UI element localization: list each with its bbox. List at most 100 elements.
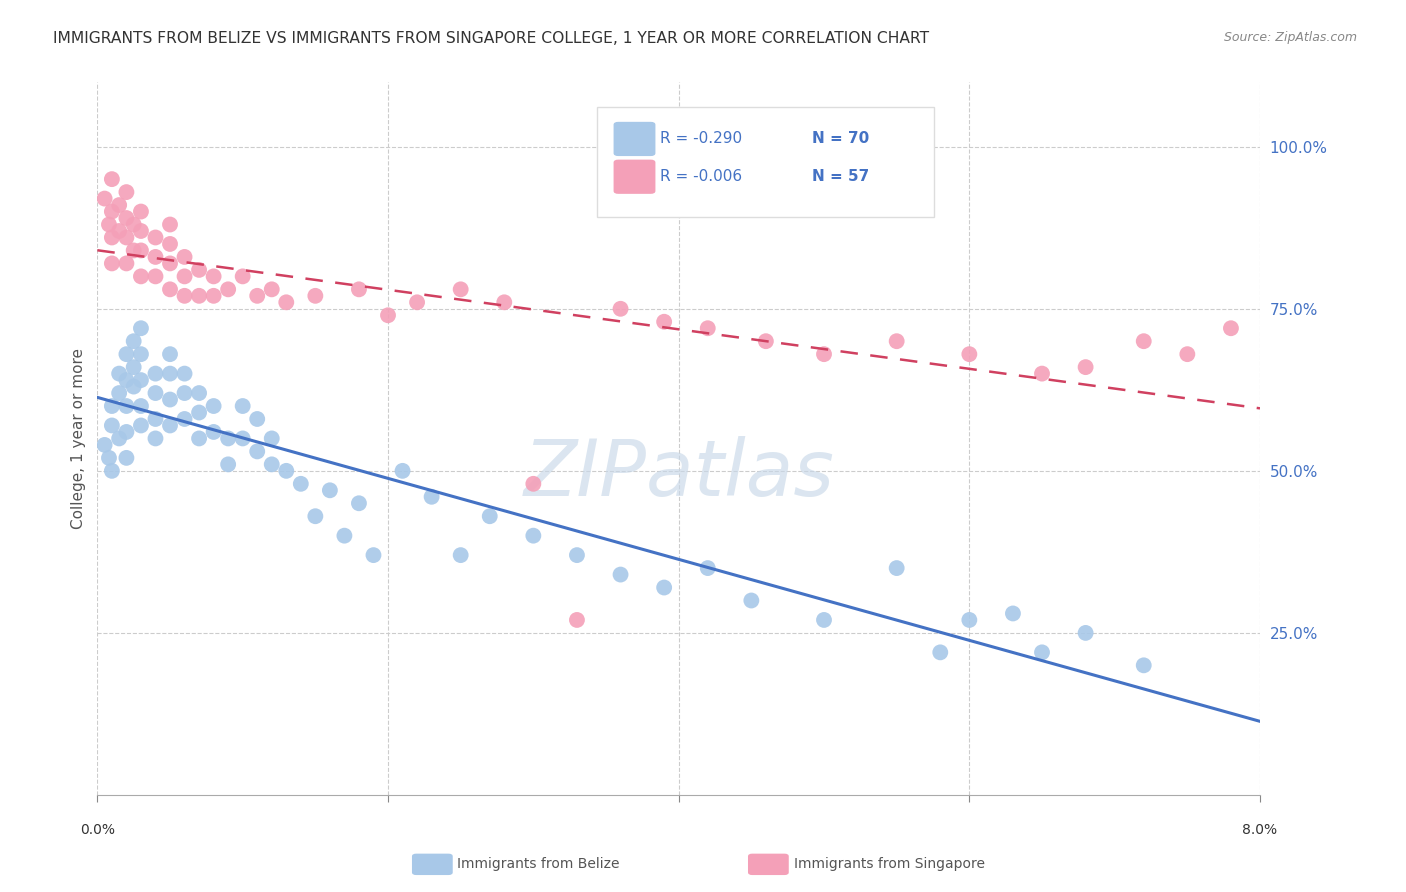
Point xyxy=(159,282,181,296)
Point xyxy=(101,230,124,244)
Point xyxy=(108,224,131,238)
Point xyxy=(115,185,138,199)
Text: N = 57: N = 57 xyxy=(813,169,870,185)
Point xyxy=(173,367,195,381)
Point xyxy=(202,425,225,439)
Point xyxy=(260,282,283,296)
Point xyxy=(159,418,181,433)
FancyBboxPatch shape xyxy=(613,122,655,156)
Text: Immigrants from Singapore: Immigrants from Singapore xyxy=(794,857,986,871)
Point xyxy=(260,458,283,472)
Point xyxy=(108,432,131,446)
Point xyxy=(145,367,167,381)
Point xyxy=(391,464,413,478)
Point xyxy=(115,425,138,439)
Point xyxy=(173,386,195,401)
Point xyxy=(232,399,254,413)
Point xyxy=(115,230,138,244)
Point xyxy=(108,367,131,381)
Point xyxy=(696,321,718,335)
Point xyxy=(115,399,138,413)
Point xyxy=(145,432,167,446)
Text: R = -0.006: R = -0.006 xyxy=(659,169,742,185)
Point xyxy=(159,256,181,270)
Point xyxy=(1074,360,1097,375)
Point xyxy=(652,581,675,595)
Point xyxy=(1132,334,1154,349)
Point xyxy=(1031,367,1053,381)
Point xyxy=(108,386,131,401)
Point xyxy=(173,269,195,284)
Point xyxy=(129,399,152,413)
Text: ZIPatlas: ZIPatlas xyxy=(523,436,834,512)
Point xyxy=(101,399,124,413)
Point xyxy=(1074,626,1097,640)
Text: R = -0.290: R = -0.290 xyxy=(659,131,742,146)
Point xyxy=(173,250,195,264)
Point xyxy=(145,250,167,264)
Point xyxy=(115,373,138,387)
Point xyxy=(98,450,121,465)
Point xyxy=(522,476,544,491)
Point xyxy=(565,548,588,562)
Point xyxy=(565,613,588,627)
Point xyxy=(886,561,908,575)
Point xyxy=(173,412,195,426)
Point xyxy=(122,218,145,232)
Point xyxy=(129,373,152,387)
Point xyxy=(246,412,269,426)
Point xyxy=(188,263,211,277)
Point xyxy=(333,529,356,543)
Point xyxy=(202,399,225,413)
Point xyxy=(290,476,312,491)
Point xyxy=(108,198,131,212)
Point xyxy=(929,645,952,659)
Point xyxy=(450,548,472,562)
Point xyxy=(202,269,225,284)
Point xyxy=(377,308,399,322)
Point xyxy=(609,301,631,316)
Point xyxy=(886,334,908,349)
Point xyxy=(173,289,195,303)
Point xyxy=(122,379,145,393)
Point xyxy=(101,256,124,270)
Point xyxy=(450,282,472,296)
Text: IMMIGRANTS FROM BELIZE VS IMMIGRANTS FROM SINGAPORE COLLEGE, 1 YEAR OR MORE CORR: IMMIGRANTS FROM BELIZE VS IMMIGRANTS FRO… xyxy=(53,31,929,46)
Point xyxy=(363,548,385,562)
Point xyxy=(1001,607,1024,621)
Point xyxy=(232,269,254,284)
Point xyxy=(101,204,124,219)
Point xyxy=(246,444,269,458)
Point xyxy=(145,230,167,244)
Point xyxy=(217,432,239,446)
Point xyxy=(115,256,138,270)
Point xyxy=(101,172,124,186)
Text: Immigrants from Belize: Immigrants from Belize xyxy=(457,857,620,871)
Point xyxy=(129,224,152,238)
Point xyxy=(129,244,152,258)
Point xyxy=(1219,321,1241,335)
Text: Source: ZipAtlas.com: Source: ZipAtlas.com xyxy=(1223,31,1357,45)
Point xyxy=(522,529,544,543)
Point xyxy=(813,347,835,361)
Point xyxy=(740,593,762,607)
Point xyxy=(1132,658,1154,673)
Point xyxy=(420,490,443,504)
Point xyxy=(159,367,181,381)
Point xyxy=(260,432,283,446)
Point xyxy=(129,269,152,284)
Point xyxy=(115,347,138,361)
Point xyxy=(145,269,167,284)
Point xyxy=(159,392,181,407)
Point xyxy=(115,450,138,465)
Point xyxy=(129,347,152,361)
Point xyxy=(129,204,152,219)
Point xyxy=(1175,347,1198,361)
Point xyxy=(115,211,138,225)
Point xyxy=(159,347,181,361)
Point xyxy=(494,295,516,310)
Point xyxy=(813,613,835,627)
Point xyxy=(129,321,152,335)
FancyBboxPatch shape xyxy=(613,160,655,194)
Point xyxy=(276,295,298,310)
